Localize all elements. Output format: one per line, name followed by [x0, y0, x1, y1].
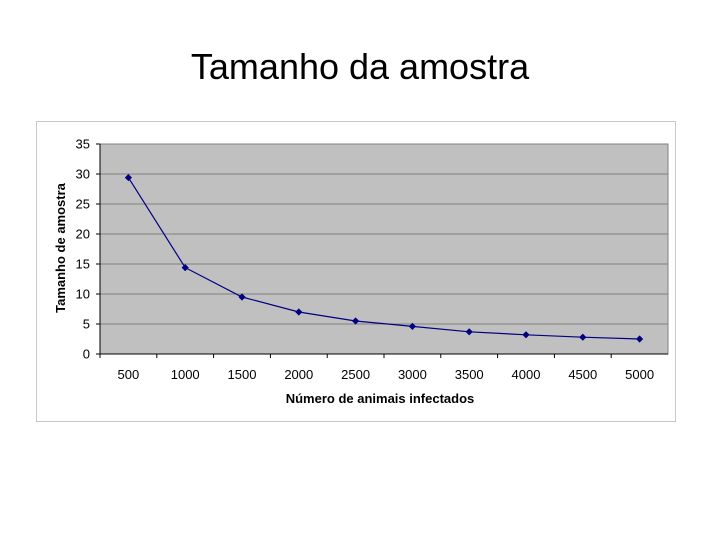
x-tick-label: 4500: [568, 367, 597, 382]
x-tick-label: 2500: [341, 367, 370, 382]
gridlines: [100, 143, 668, 325]
data-point-marker: [181, 264, 189, 272]
x-tick-label: 3500: [455, 367, 484, 382]
x-tick-label: 4000: [512, 367, 541, 382]
x-tick-label: 5000: [625, 367, 654, 382]
x-tick-label: 3000: [398, 367, 427, 382]
x-tick-label: 500: [118, 367, 140, 382]
x-axis-ticks: 500 1000 1500 2000 2500 3000 3500 4000 4500 5000: [99, 354, 654, 382]
data-point-marker: [408, 322, 416, 330]
y-tick-label: 10: [76, 287, 90, 302]
series-line: [127, 177, 640, 340]
plot-area: [99, 143, 669, 355]
y-tick-label: 30: [76, 167, 90, 182]
x-tick-label: 2000: [284, 367, 313, 382]
series-group: [124, 174, 644, 343]
data-point-marker: [579, 333, 587, 341]
x-tick-label: 1500: [228, 367, 257, 382]
data-point-marker: [352, 317, 360, 325]
y-tick-label: 25: [76, 197, 90, 212]
y-tick-label: 35: [76, 137, 90, 152]
data-point-marker: [522, 331, 530, 339]
y-axis-title: Tamanho de amostra: [53, 182, 68, 313]
y-axis-ticks: 0 5 10 15 20 25 30 35: [76, 137, 668, 362]
y-tick-label: 5: [83, 317, 90, 332]
data-point-marker: [124, 174, 132, 182]
data-point-marker: [636, 335, 644, 343]
data-point-marker: [238, 293, 246, 301]
y-tick-label: 20: [76, 227, 90, 242]
data-point-marker: [295, 308, 303, 316]
x-axis-title: Número de animais infectados: [286, 391, 475, 406]
y-tick-label: 0: [83, 347, 90, 362]
data-point-marker: [465, 328, 473, 336]
x-tick-label: 1000: [171, 367, 200, 382]
page-title: Tamanho da amostra: [190, 46, 530, 87]
y-tick-label: 15: [76, 257, 90, 272]
